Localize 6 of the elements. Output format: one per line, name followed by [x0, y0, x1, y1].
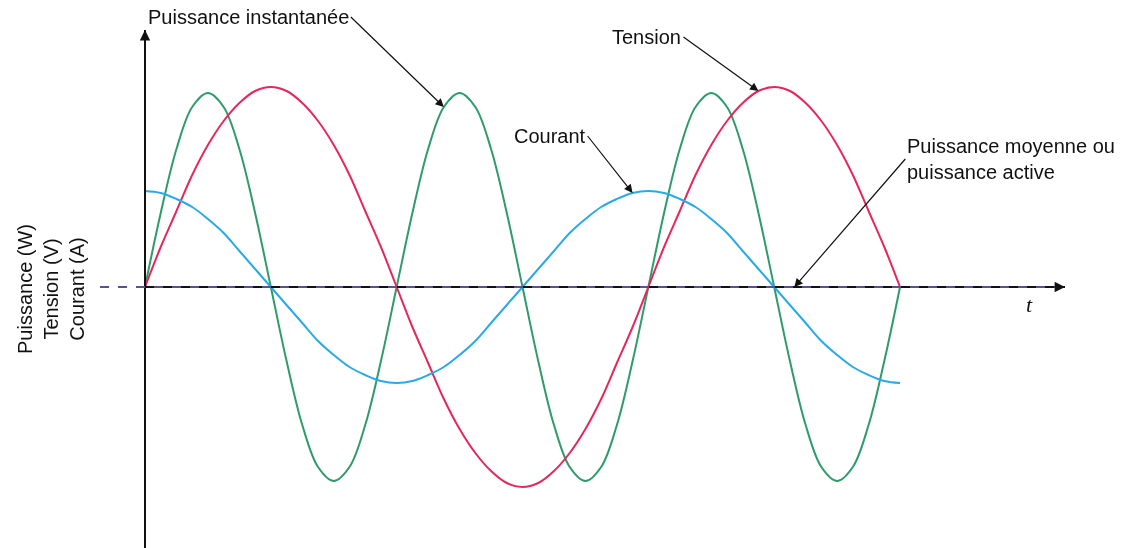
- text: Tension: [612, 26, 681, 48]
- text: Puissance instantanée: [148, 6, 350, 28]
- ref-line-label: Puissance moyenne ou puissance active: [907, 135, 1115, 183]
- y-axis-title: Puissance (W) Tension (V) Courant (A): [14, 223, 89, 355]
- text: t: [1026, 292, 1033, 317]
- annotation: Courant: [514, 125, 586, 147]
